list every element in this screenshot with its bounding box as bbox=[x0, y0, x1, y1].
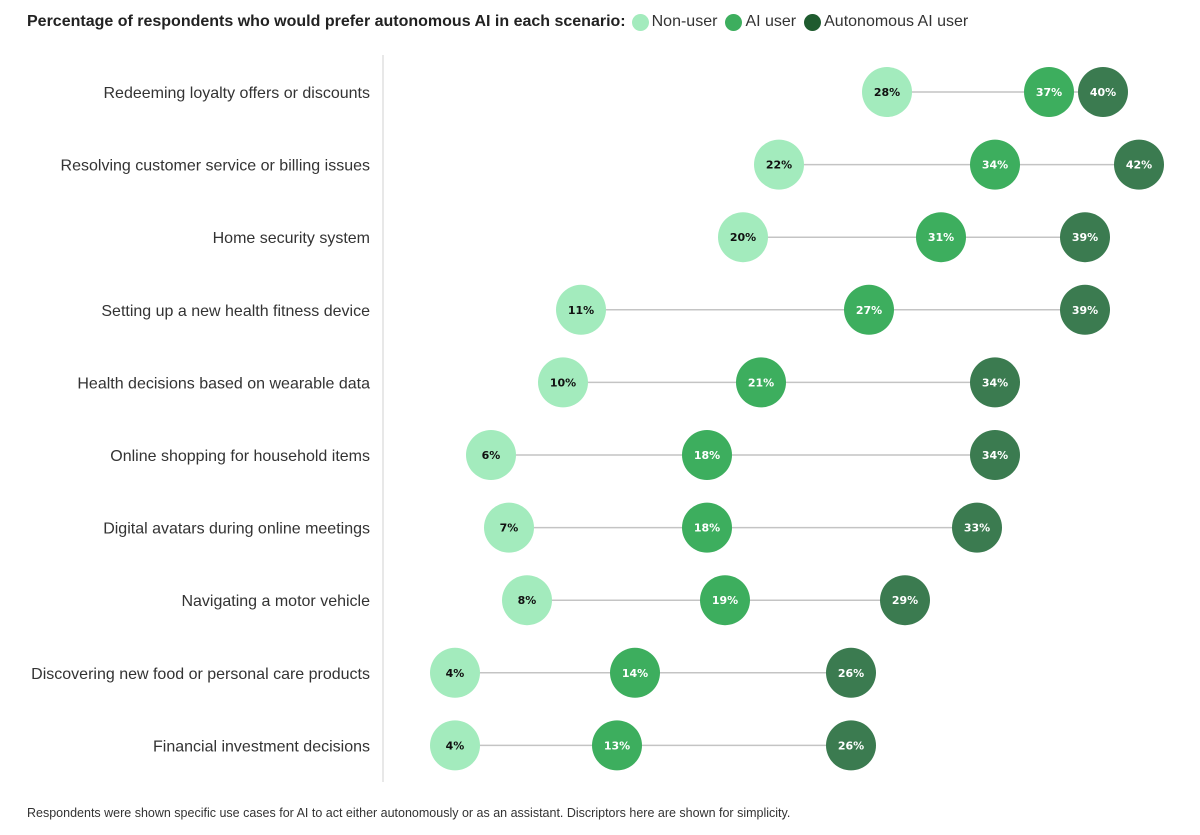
data-label-non-user: 28% bbox=[874, 86, 900, 99]
data-label-ai-user: 31% bbox=[928, 231, 954, 244]
legend-label-non-user: Non-user bbox=[651, 13, 718, 30]
chart-header: Percentage of respondents who would pref… bbox=[27, 10, 976, 34]
data-label-ai-user: 14% bbox=[622, 667, 648, 680]
category-label: Redeeming loyalty offers or discounts bbox=[103, 85, 370, 102]
point-ai-user bbox=[682, 502, 732, 553]
data-label-autonomous-ai-user: 39% bbox=[1072, 304, 1098, 317]
data-label-non-user: 20% bbox=[730, 231, 756, 244]
data-label-non-user: 4% bbox=[446, 667, 465, 680]
data-label-ai-user: 18% bbox=[694, 449, 720, 462]
data-label-non-user: 6% bbox=[482, 449, 501, 462]
data-label-autonomous-ai-user: 40% bbox=[1090, 86, 1116, 99]
data-label-non-user: 8% bbox=[518, 594, 537, 607]
data-label-ai-user: 21% bbox=[748, 376, 774, 389]
legend-swatch-ai-user bbox=[725, 13, 743, 31]
category-label: Navigating a motor vehicle bbox=[181, 593, 370, 610]
data-label-ai-user: 18% bbox=[694, 522, 720, 535]
category-label: Home security system bbox=[213, 230, 370, 247]
point-ai-user bbox=[700, 575, 750, 626]
point-autonomous-ai-user bbox=[1114, 139, 1164, 190]
point-non-user bbox=[502, 575, 552, 626]
category-label: Setting up a new health fitness device bbox=[101, 303, 370, 320]
point-non-user bbox=[466, 430, 516, 480]
data-label-non-user: 11% bbox=[568, 304, 594, 317]
point-ai-user bbox=[916, 212, 966, 263]
point-ai-user bbox=[592, 720, 642, 771]
legend-item-ai-user: AI user bbox=[725, 13, 796, 31]
point-non-user bbox=[484, 502, 534, 553]
data-label-ai-user: 37% bbox=[1036, 86, 1062, 99]
data-label-ai-user: 34% bbox=[982, 159, 1008, 172]
category-label: Resolving customer service or billing is… bbox=[61, 158, 370, 175]
point-autonomous-ai-user bbox=[1060, 284, 1110, 335]
category-label: Online shopping for household items bbox=[110, 448, 370, 465]
point-autonomous-ai-user bbox=[970, 430, 1020, 480]
category-label: Health decisions based on wearable data bbox=[77, 375, 370, 392]
data-label-non-user: 22% bbox=[766, 159, 792, 172]
legend-label-ai-user: AI user bbox=[745, 13, 797, 30]
dumbbell-chart: Redeeming loyalty offers or discounts 28%… bbox=[31, 55, 1164, 782]
point-non-user bbox=[754, 139, 804, 190]
point-ai-user bbox=[970, 139, 1020, 190]
point-non-user bbox=[538, 357, 588, 408]
legend-item-autonomous-ai-user: Autonomous AI user bbox=[804, 13, 968, 31]
point-ai-user bbox=[610, 647, 660, 698]
legend-label-autonomous-ai-user: Autonomous AI user bbox=[824, 13, 969, 30]
data-label-autonomous-ai-user: 34% bbox=[982, 376, 1008, 389]
data-label-autonomous-ai-user: 26% bbox=[838, 667, 864, 680]
data-label-autonomous-ai-user: 39% bbox=[1072, 231, 1098, 244]
point-non-user bbox=[862, 67, 912, 117]
data-label-non-user: 4% bbox=[446, 739, 465, 752]
chart-title: Percentage of respondents who would pref… bbox=[27, 13, 626, 30]
data-label-ai-user: 19% bbox=[712, 594, 738, 607]
point-non-user bbox=[718, 212, 768, 263]
category-label: Digital avatars during online meetings bbox=[103, 521, 370, 538]
legend-swatch-autonomous-ai-user bbox=[804, 13, 822, 31]
point-non-user bbox=[556, 284, 606, 335]
category-label: Discovering new food or personal care pr… bbox=[31, 666, 370, 683]
point-ai-user bbox=[844, 284, 894, 335]
point-autonomous-ai-user bbox=[1078, 67, 1128, 117]
category-label: Financial investment decisions bbox=[153, 738, 370, 755]
footnote: Respondents were shown specific use case… bbox=[27, 806, 791, 820]
point-autonomous-ai-user bbox=[952, 502, 1002, 553]
data-label-non-user: 10% bbox=[550, 376, 576, 389]
point-ai-user bbox=[1024, 67, 1074, 117]
data-label-ai-user: 13% bbox=[604, 739, 630, 752]
data-label-autonomous-ai-user: 26% bbox=[838, 739, 864, 752]
point-autonomous-ai-user bbox=[1060, 212, 1110, 263]
point-non-user bbox=[430, 720, 480, 771]
legend-item-non-user: Non-user bbox=[631, 13, 718, 31]
point-autonomous-ai-user bbox=[880, 575, 930, 626]
data-label-autonomous-ai-user: 33% bbox=[964, 522, 990, 535]
point-autonomous-ai-user bbox=[826, 720, 876, 771]
point-ai-user bbox=[736, 357, 786, 408]
data-label-non-user: 7% bbox=[500, 522, 519, 535]
data-label-ai-user: 27% bbox=[856, 304, 882, 317]
point-autonomous-ai-user bbox=[970, 357, 1020, 408]
point-autonomous-ai-user bbox=[826, 647, 876, 698]
data-label-autonomous-ai-user: 42% bbox=[1126, 159, 1152, 172]
point-ai-user bbox=[682, 430, 732, 480]
legend-swatch-non-user bbox=[631, 13, 649, 31]
point-non-user bbox=[430, 647, 480, 698]
data-label-autonomous-ai-user: 34% bbox=[982, 449, 1008, 462]
data-label-autonomous-ai-user: 29% bbox=[892, 594, 918, 607]
